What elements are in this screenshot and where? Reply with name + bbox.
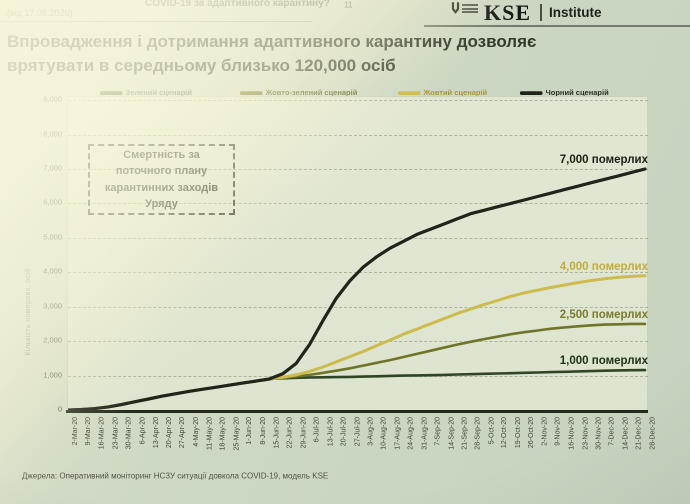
header-rule-left — [0, 21, 312, 22]
x-axis-tick-label: 2-Nov-20 — [541, 417, 549, 446]
x-axis-tick-label: 9-Mar-20 — [84, 417, 93, 446]
y-axis-tick-label: 9,000 — [43, 95, 62, 104]
series-end-label: 4,000 померлих — [559, 260, 648, 273]
legend-swatch-icon — [520, 91, 543, 95]
legend-swatch-icon — [398, 91, 421, 95]
x-axis-tick-label: 7-Dec-20 — [608, 417, 616, 446]
x-axis-tick-label: 21-Dec-20 — [635, 417, 643, 450]
x-axis-tick-label: 27-Jul-20 — [353, 417, 362, 447]
y-axis-tick-label: 8,000 — [43, 129, 62, 139]
x-axis-tick-label: 1-Jun-20 — [245, 417, 254, 445]
source-note: Джерела: Оперативний моніторинг НСЗУ сит… — [22, 472, 329, 481]
series-line-3 — [68, 274, 647, 412]
series-end-label: 7,000 померлих — [559, 154, 648, 166]
header-previous-line-fragment: COVID-19 за адаптивного карантину? — [145, 0, 330, 9]
x-axis-tick-label: 28-Dec-20 — [648, 417, 657, 450]
x-axis-tick-label: 27-Apr-20 — [178, 417, 187, 449]
y-axis-tick-label: 1,000 — [43, 370, 62, 380]
x-axis-tick-label: 29-Jun-20 — [299, 417, 308, 449]
x-axis-tick-label: 4-May-20 — [192, 417, 201, 447]
x-axis-tick-label: 14-Sep-20 — [447, 417, 455, 450]
x-axis-tick-label: 25-May-20 — [232, 417, 241, 451]
x-axis-tick-label: 23-Nov-20 — [581, 417, 590, 450]
x-axis-tick-label: 9-Nov-20 — [554, 417, 563, 446]
series-line-1 — [68, 368, 647, 412]
x-axis-tick-label: 13-Jul-20 — [326, 417, 335, 447]
x-axis-tick-label: 11-May-20 — [205, 417, 214, 450]
page-number: 11 — [344, 1, 353, 10]
series-end-label: 1,000 померлих — [559, 355, 648, 368]
x-axis-tick-label: 14-Dec-20 — [621, 417, 630, 450]
x-axis-tick-label: 18-May-20 — [219, 417, 227, 451]
legend-swatch-icon — [240, 91, 263, 95]
x-axis-tick-label: 5-Oct-20 — [487, 417, 496, 445]
x-axis-tick-label: 13-Apr-20 — [152, 417, 160, 449]
annotation-box: Смертність за поточного плану карантинни… — [88, 144, 235, 215]
slide-title-line1: Впровадження і дотримання адаптивного ка… — [7, 32, 537, 51]
x-axis-tick-label: 12-Oct-20 — [500, 417, 509, 449]
series-end-label: 2,500 померлих — [559, 308, 648, 321]
x-axis-tick-label: 2-Mar-20 — [71, 417, 80, 446]
legend-swatch-icon — [100, 91, 123, 95]
x-axis-tick-label: 17-Aug-20 — [393, 417, 402, 450]
tryzub-emblem-icon — [451, 2, 460, 14]
x-axis-tick-label: 28-Sep-20 — [474, 417, 482, 450]
x-axis-tick-label: 22-Jun-20 — [286, 417, 294, 449]
x-axis-tick-label: 3-Aug-20 — [366, 417, 375, 446]
slide-title: Впровадження і дотримання адаптивного ка… — [7, 30, 667, 78]
x-axis-tick-label: 26-Oct-20 — [527, 417, 536, 449]
x-axis-tick-label: 24-Aug-20 — [407, 417, 415, 450]
x-axis-tick-label: 16-Nov-20 — [568, 417, 576, 450]
x-axis-tick-label: 15-Jun-20 — [272, 417, 281, 449]
x-axis-tick-label: 10-Aug-20 — [380, 417, 388, 450]
y-axis-tick-label: 0 — [57, 405, 62, 414]
x-axis-tick-label: 30-Nov-20 — [594, 417, 603, 450]
x-axis-tick-label: 30-Mar-20 — [125, 417, 133, 450]
x-axis-line — [66, 410, 648, 413]
x-axis-tick-label: 23-Mar-20 — [111, 417, 120, 450]
x-axis-tick-label: 7-Sep-20 — [433, 417, 442, 446]
x-axis-tick-label: 8-Jun-20 — [259, 417, 268, 445]
x-axis-tick-label: 19-Oct-20 — [514, 417, 523, 449]
header-rule-right — [424, 25, 690, 27]
y-axis-title: Кількість померлих, осіб — [24, 268, 33, 356]
x-axis-tick-label: 20-Jul-20 — [339, 417, 348, 447]
x-axis-tick-label: 31-Aug-20 — [420, 417, 429, 450]
y-axis-tick-label: 7,000 — [43, 164, 62, 173]
header-date-note: (від 17.06.2020) — [7, 9, 73, 19]
x-axis-tick-label: 6-Apr-20 — [138, 417, 147, 445]
x-axis-tick-label: 20-Apr-20 — [165, 417, 174, 449]
kse-institute-label: Institute — [549, 5, 602, 20]
x-axis-tick-label: 21-Sep-20 — [460, 417, 469, 450]
slide-title-line2: врятувати в середньому близько 120,000 о… — [7, 56, 396, 76]
kse-logo: KSE — [484, 0, 532, 25]
x-axis-tick-label: 6-Jul-20 — [313, 417, 321, 443]
logo-divider — [540, 4, 542, 21]
x-axis-tick-label: 16-Mar-20 — [98, 417, 107, 450]
emblem-text-lines — [462, 4, 478, 15]
